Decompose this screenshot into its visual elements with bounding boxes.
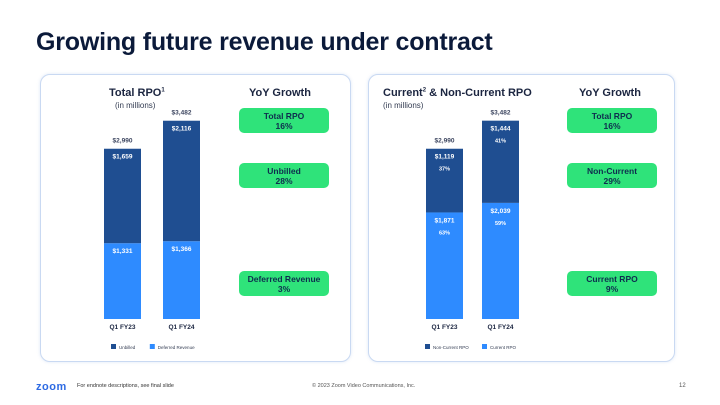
bar-segment bbox=[104, 148, 141, 244]
pill-label: Total RPO bbox=[591, 111, 633, 121]
pill-value: 29% bbox=[603, 176, 621, 186]
pill-value: 9% bbox=[605, 284, 619, 294]
footnote-marker: 1 bbox=[161, 87, 165, 94]
current-noncurrent-rpo-chart: $1,871 63% $1,119 37% $2,990 Q1 FY23 $2,039 59%… bbox=[425, 110, 519, 350]
bar-total-label: $3,482 bbox=[491, 110, 511, 117]
pill-label: Unbilled bbox=[267, 166, 301, 176]
page-number: 12 bbox=[679, 383, 686, 389]
segment-percent-label: 59% bbox=[495, 221, 506, 227]
legend-swatch bbox=[425, 344, 430, 349]
bar-total-label: $2,990 bbox=[113, 138, 133, 145]
segment-value-label: $1,659 bbox=[113, 154, 133, 161]
segment-value-label: $1,444 bbox=[491, 126, 511, 133]
x-tick-label: Q1 FY24 bbox=[168, 324, 194, 331]
segment-value-label: $2,116 bbox=[172, 126, 192, 133]
page-title: Growing future revenue under contract bbox=[36, 28, 493, 56]
bar-segment bbox=[482, 120, 519, 203]
pill-label: Non-Current bbox=[586, 166, 638, 176]
segment-percent-label: 63% bbox=[439, 230, 450, 236]
yoy-growth-heading: YoY Growth bbox=[249, 87, 311, 99]
bar-segment bbox=[426, 148, 463, 213]
legend-swatch bbox=[482, 344, 487, 349]
zoom-logo: zoom bbox=[36, 381, 67, 393]
pill-total-rpo: Total RPO 16% bbox=[567, 108, 657, 133]
legend-label: Non-Current RPO bbox=[433, 345, 469, 350]
segment-percent-label: 41% bbox=[495, 139, 506, 145]
chart-title-b: & Non-Current RPO bbox=[426, 87, 532, 99]
yoy-growth-heading: YoY Growth bbox=[579, 87, 641, 99]
chart-title-a: Current bbox=[383, 87, 423, 99]
pill-deferred-revenue: Deferred Revenue 3% bbox=[239, 271, 329, 296]
x-tick-label: Q1 FY23 bbox=[109, 324, 135, 331]
segment-value-label: $1,331 bbox=[113, 248, 133, 255]
pill-value: 16% bbox=[275, 121, 293, 131]
pill-total-rpo: Total RPO 16% bbox=[239, 108, 329, 133]
pill-value: 28% bbox=[275, 176, 293, 186]
legend-swatch bbox=[111, 344, 116, 349]
segment-value-label: $2,039 bbox=[491, 208, 511, 215]
chart-subtitle: (in millions) bbox=[383, 101, 424, 110]
bar-segment bbox=[163, 241, 200, 319]
x-tick-label: Q1 FY24 bbox=[487, 324, 513, 331]
segment-value-label: $1,871 bbox=[435, 217, 455, 224]
pill-value: 3% bbox=[277, 284, 291, 294]
legend-label: Deferred Revenue bbox=[158, 345, 195, 350]
legend-label: Current RPO bbox=[490, 345, 517, 350]
pill-value: 16% bbox=[603, 121, 621, 131]
bar-segment bbox=[104, 243, 141, 319]
pill-label: Deferred Revenue bbox=[247, 274, 321, 284]
bar-segment bbox=[163, 120, 200, 242]
bar-total-label: $3,482 bbox=[172, 110, 192, 117]
chart-title: Total RPO1 bbox=[109, 87, 165, 99]
footer-note: For endnote descriptions, see final slid… bbox=[77, 383, 174, 389]
segment-percent-label: 37% bbox=[439, 167, 450, 173]
pill-current-rpo: Current RPO 9% bbox=[567, 271, 657, 296]
total-rpo-chart: $1,331 $1,659 $2,990 Q1 FY23 $1,366 $2,116 $3,… bbox=[104, 110, 200, 350]
footer-copyright: © 2023 Zoom Video Communications, Inc. bbox=[312, 383, 416, 389]
segment-value-label: $1,119 bbox=[435, 154, 455, 161]
bar-segment bbox=[426, 212, 463, 319]
bar-total-label: $2,990 bbox=[435, 138, 455, 145]
segment-value-label: $1,366 bbox=[172, 246, 192, 253]
pill-label: Total RPO bbox=[263, 111, 305, 121]
chart-title: Current2 & Non-Current RPO bbox=[383, 87, 532, 99]
chart-title-text: Total RPO bbox=[109, 87, 162, 99]
pill-label: Current RPO bbox=[586, 274, 638, 284]
current-noncurrent-rpo-panel: Current2 & Non-Current RPO (in millions)… bbox=[368, 74, 675, 362]
legend-swatch bbox=[149, 344, 155, 349]
bar-segment bbox=[482, 202, 519, 319]
pill-unbilled: Unbilled 28% bbox=[239, 163, 329, 188]
pill-non-current: Non-Current 29% bbox=[567, 163, 657, 188]
x-tick-label: Q1 FY23 bbox=[431, 324, 457, 331]
total-rpo-panel: Total RPO1 (in millions) YoY Growth Tota… bbox=[40, 74, 351, 362]
footnote-marker: 2 bbox=[422, 87, 427, 94]
legend-label: Unbilled bbox=[119, 345, 136, 350]
chart-subtitle: (in millions) bbox=[115, 101, 156, 110]
